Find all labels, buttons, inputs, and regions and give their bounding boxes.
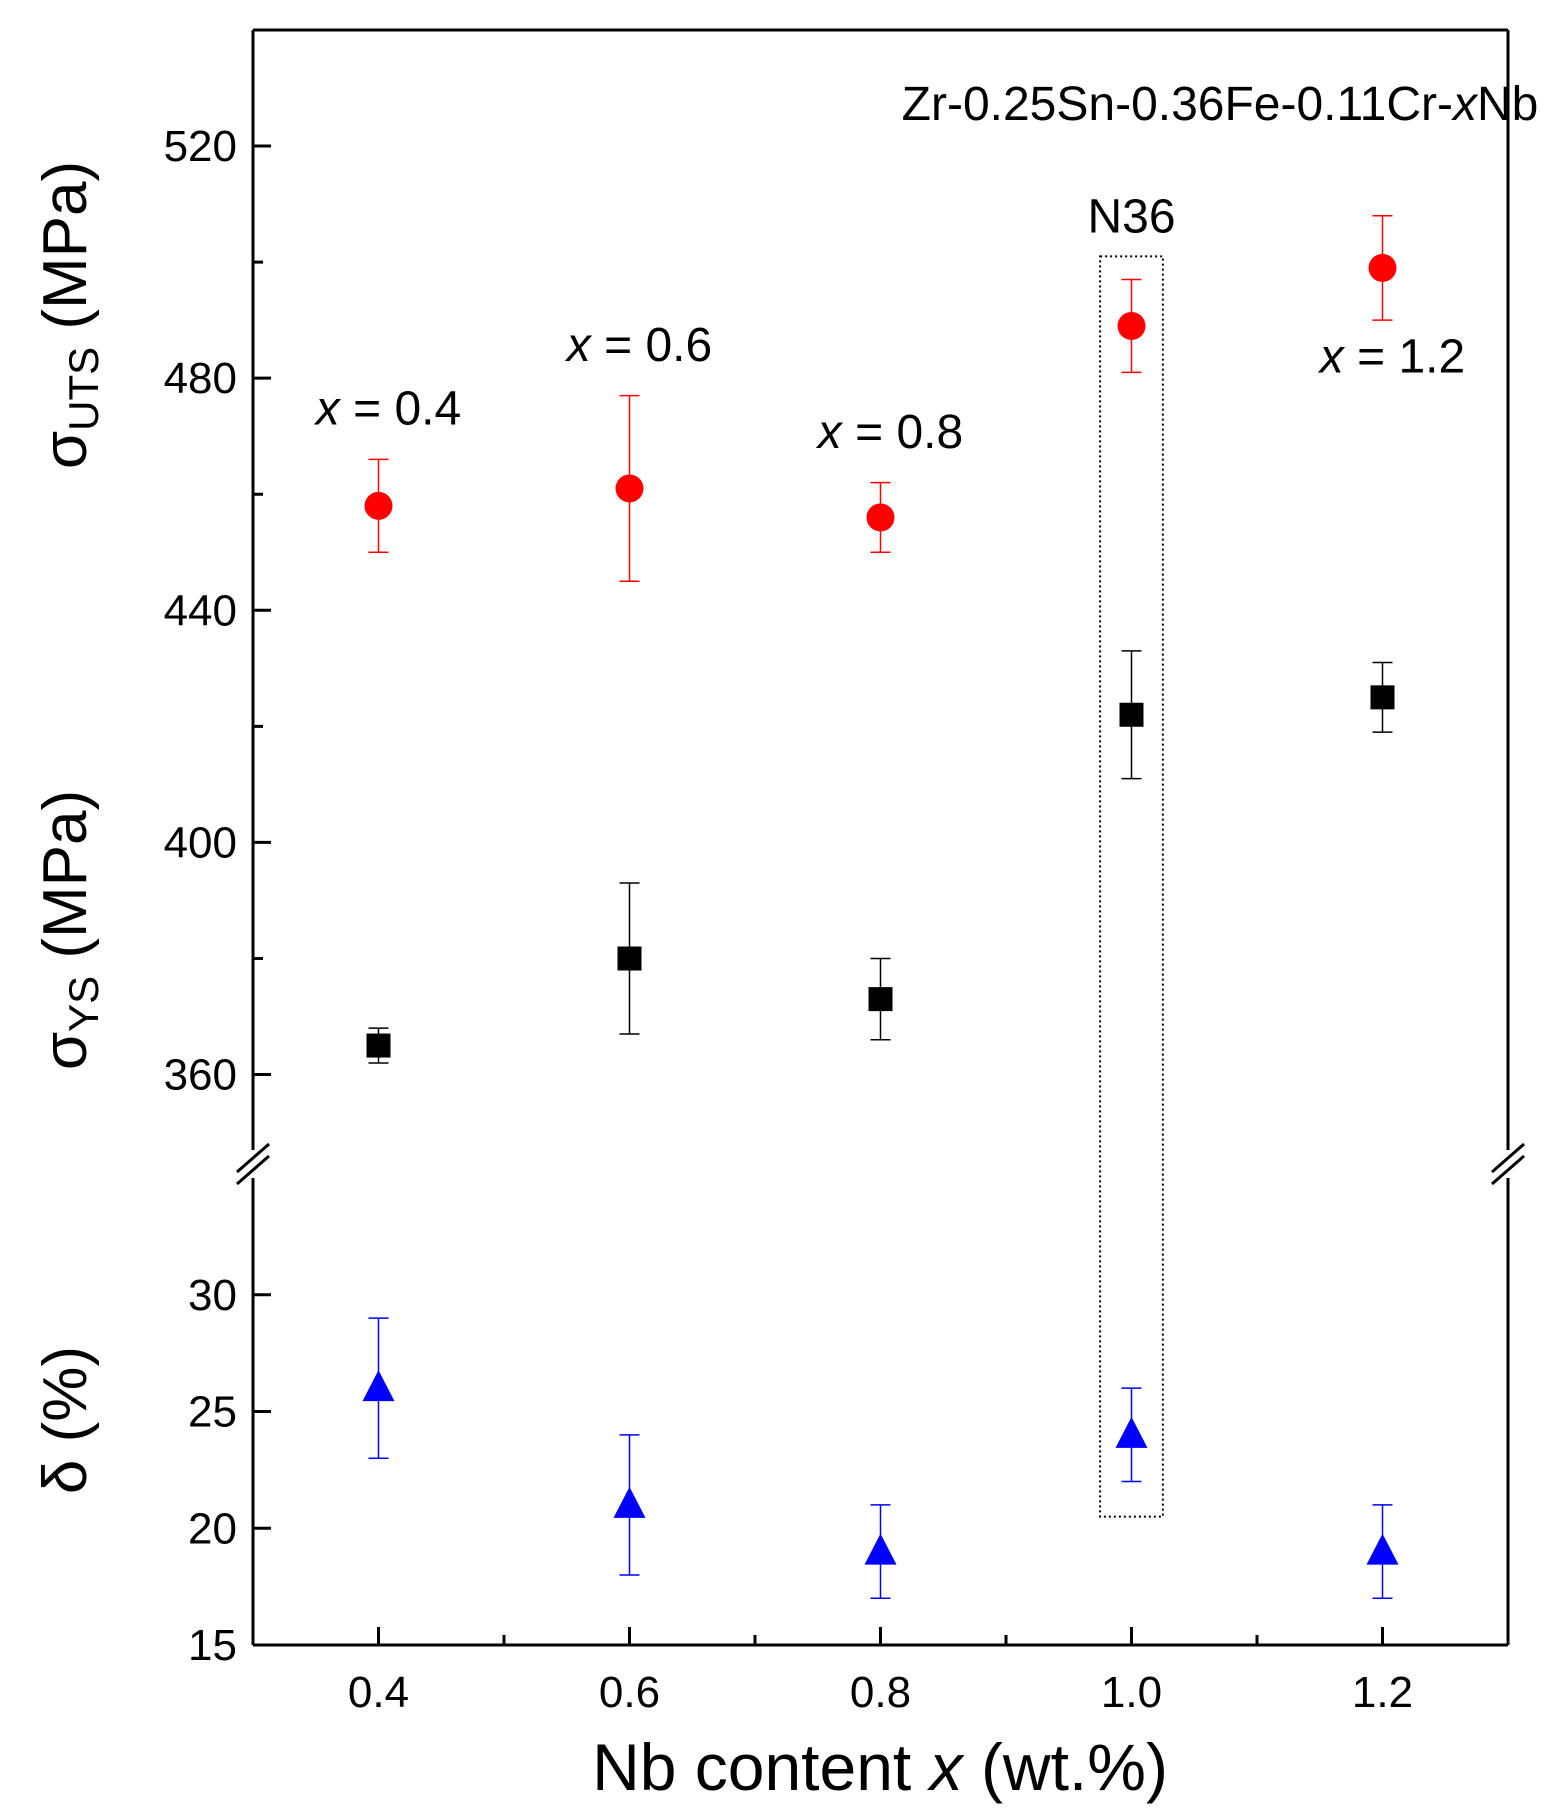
break-mark-right-1 (1491, 1142, 1525, 1174)
y-axis-title-ys: σYS (MPa) (31, 790, 107, 1070)
x-tick-label: 1.0 (1101, 1668, 1162, 1717)
series-layer (362, 214, 1399, 1600)
data-point-square (868, 987, 893, 1012)
x-tick-label: 0.6 (599, 1668, 660, 1717)
data-point-triangle (1366, 1533, 1399, 1565)
axis-break-marks (236, 1142, 1525, 1186)
series-2 (362, 1317, 1399, 1600)
n36-highlight: N36 (1087, 190, 1176, 1518)
lower-y-tick-label: 30 (188, 1271, 237, 1320)
x-tick-label: 0.4 (348, 1668, 409, 1717)
series-0 (364, 214, 1397, 583)
data-point-square (366, 1033, 391, 1058)
upper-y-tick-label: 520 (164, 122, 237, 171)
lower-y-axis-ticks: 15 20 25 30 (188, 1271, 271, 1670)
data-point-circle (1368, 253, 1397, 282)
n36-label: N36 (1087, 190, 1175, 243)
upper-y-tick-label: 400 (164, 818, 237, 867)
x-value-annotation: x = 0.6 (565, 319, 712, 372)
plot-frame (251, 28, 1510, 1647)
lower-y-tick-label: 25 (188, 1388, 237, 1437)
annotations: x = 0.4 x = 0.6 x = 0.8 x = 1.2 (314, 319, 1465, 459)
data-point-triangle (613, 1486, 646, 1518)
x-axis-title: Nb content x (wt.%) (592, 1730, 1168, 1804)
data-point-circle (615, 474, 644, 503)
data-point-square (617, 946, 642, 971)
lower-y-tick-label: 15 (188, 1621, 237, 1670)
y-axis-title-uts: σUTS (MPa) (31, 161, 107, 469)
x-axis-ticks: 0.4 0.6 0.8 1.0 1.2 (251, 1627, 1510, 1717)
break-mark-left-2 (236, 1154, 270, 1186)
upper-y-tick-label: 360 (164, 1051, 237, 1100)
upper-y-tick-label: 480 (164, 354, 237, 403)
data-point-square (1119, 702, 1144, 727)
data-point-circle (866, 503, 895, 532)
data-point-triangle (1115, 1416, 1148, 1448)
x-tick-label: 1.2 (1352, 1668, 1413, 1717)
data-point-triangle (864, 1533, 897, 1565)
chart-title: Zr-0.25Sn-0.36Fe-0.11Cr-xNb (902, 78, 1539, 131)
break-mark-left-1 (236, 1142, 270, 1174)
data-point-circle (364, 491, 393, 520)
y-axis-title-elongation: δ (%) (31, 1346, 100, 1494)
data-point-square (1370, 685, 1395, 710)
x-value-annotation: x = 1.2 (1318, 330, 1465, 383)
series-1 (366, 650, 1395, 1064)
x-tick-label: 0.8 (850, 1668, 911, 1717)
lower-y-tick-label: 20 (188, 1504, 237, 1553)
n36-highlight-box (1099, 255, 1164, 1518)
break-mark-right-2 (1491, 1154, 1525, 1186)
data-point-circle (1117, 311, 1146, 340)
data-point-triangle (362, 1370, 395, 1402)
x-value-annotation: x = 0.8 (816, 406, 963, 459)
upper-y-tick-label: 440 (164, 586, 237, 635)
x-value-annotation: x = 0.4 (314, 383, 461, 436)
upper-y-axis-ticks: 360 400 440 480 520 (164, 122, 271, 1100)
